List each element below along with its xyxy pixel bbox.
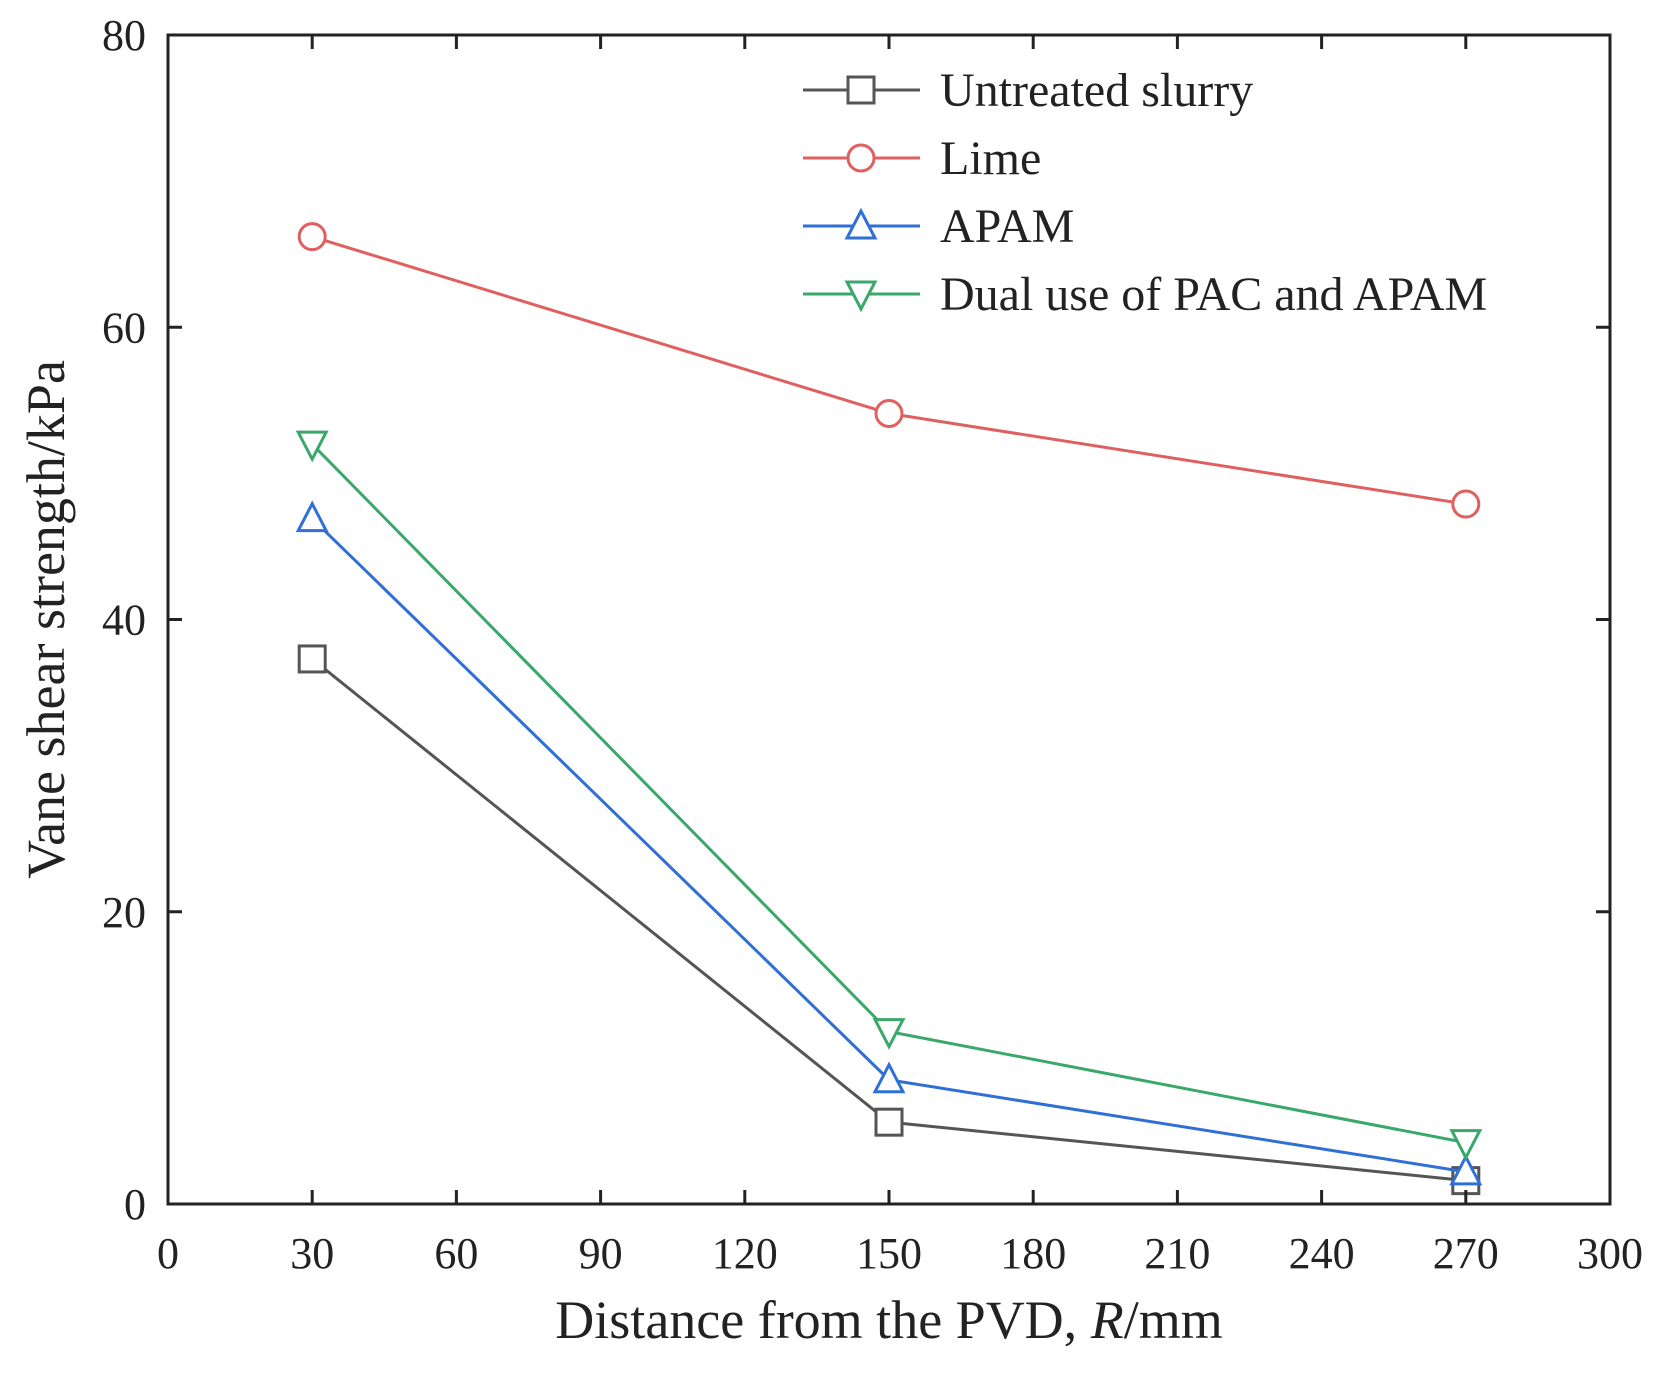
x-axis-title-variable: R: [1090, 1290, 1124, 1350]
series-lime: [297, 222, 1481, 519]
legend-label: Lime: [940, 132, 1041, 185]
legend-marker: [846, 75, 876, 105]
plot-layer: [295, 222, 1483, 1196]
legend-item-lime: Lime: [803, 132, 1041, 185]
legend-label: Dual use of PAC and APAM: [940, 268, 1487, 321]
x-tick-label: 150: [856, 1229, 922, 1278]
x-tick-label: 0: [157, 1229, 179, 1278]
axis-layer: 0 30 60 90 120 150 180 210 240 270 300 0 20 40 60 80: [102, 11, 1643, 1278]
legend-label: Untreated slurry: [940, 64, 1253, 117]
series-apam: [295, 500, 1483, 1186]
legend-item-untreated-slurry: Untreated slurry: [803, 64, 1253, 117]
y-tick-label: 20: [102, 888, 146, 937]
data-point-apam: [295, 500, 329, 533]
series-dual-use-of-pac-and-apam: [295, 430, 1483, 1161]
y-tick-label: 40: [102, 596, 146, 645]
legend-marker: [846, 143, 876, 173]
x-tick-label: 300: [1577, 1229, 1643, 1278]
data-point-lime: [1451, 489, 1481, 519]
x-tick-label: 90: [579, 1229, 623, 1278]
x-axis-title-prefix: Distance from the PVD,: [555, 1290, 1090, 1350]
data-point-dual-use-of-pac-and-apam: [872, 1018, 906, 1050]
x-tick-label: 240: [1289, 1229, 1355, 1278]
data-point-dual-use-of-pac-and-apam: [295, 430, 329, 463]
data-point-apam: [1449, 1153, 1483, 1186]
data-point-lime: [874, 398, 904, 428]
y-tick-label: 0: [124, 1180, 146, 1229]
x-tick-label: 180: [1000, 1229, 1066, 1278]
legend-item-dual-use-of-pac-and-apam: Dual use of PAC and APAM: [803, 268, 1487, 321]
x-tick-label: 30: [290, 1229, 334, 1278]
y-tick-label: 80: [102, 11, 146, 60]
x-tick-label: 210: [1144, 1229, 1210, 1278]
data-point-lime: [297, 222, 327, 252]
legend-item-apam: APAM: [803, 200, 1074, 253]
data-point-apam: [872, 1061, 906, 1094]
x-tick-label: 60: [434, 1229, 478, 1278]
data-point-untreated-slurry: [874, 1107, 904, 1137]
x-tick-label: 270: [1433, 1229, 1499, 1278]
x-axis-title-unit: /mm: [1124, 1290, 1223, 1350]
data-point-untreated-slurry: [297, 644, 327, 674]
data-point-dual-use-of-pac-and-apam: [1449, 1129, 1483, 1161]
y-tick-label: 60: [102, 303, 146, 352]
x-tick-label: 120: [712, 1229, 778, 1278]
legend-label: APAM: [940, 200, 1074, 253]
legend: Untreated slurry Lime APAM Dual use of PAC …: [803, 64, 1487, 321]
x-axis-title: Distance from the PVD, R/mm: [555, 1290, 1222, 1350]
y-axis-title: Vane shear strength/kPa: [16, 360, 76, 879]
legend-marker: [844, 280, 878, 313]
legend-marker: [844, 207, 878, 240]
